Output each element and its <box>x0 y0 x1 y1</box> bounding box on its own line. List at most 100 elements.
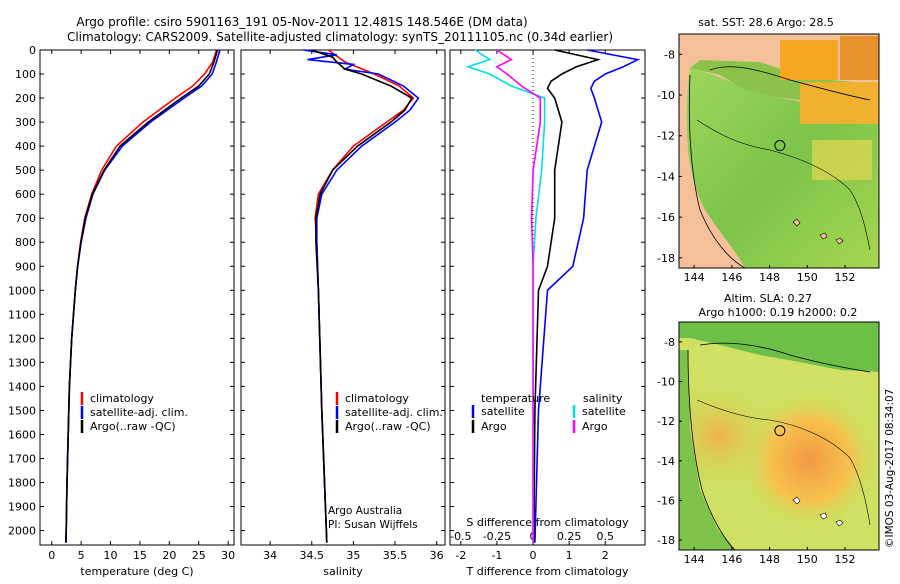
x-tick-label: 30 <box>221 549 235 562</box>
secondary-x-tick-label: -0.5 <box>450 530 471 543</box>
x-axis-label: salinity <box>323 565 363 578</box>
sst-reefs <box>792 218 844 245</box>
credit-pi: PI: Susan Wijffels <box>328 519 418 531</box>
temperature-plot: 0100200300400500600700800900100011001200… <box>8 44 235 578</box>
sst-map: sat. SST: 28.6 Argo: 28.5 144 146 148 150 15… <box>657 16 880 284</box>
x-axis-label: temperature (deg C) <box>80 565 193 578</box>
map-lat-tick-label: -12 <box>657 130 675 143</box>
map-lon-tick-label: 144 <box>684 271 705 284</box>
sst-contour <box>696 119 871 251</box>
sla-map-ticks: 144 146 148 150 152 -8 -10 -12 -14 -16 -18 <box>657 336 856 566</box>
map-lat-tick-label: -16 <box>657 211 675 224</box>
sla-argo-marker <box>774 425 786 437</box>
secondary-x-tick-label: -0.25 <box>483 530 511 543</box>
secondary-x-tick-label: 0.5 <box>597 530 615 543</box>
legend-temp-satellite-label: satellite <box>481 405 525 418</box>
legend-satellite-label: satellite-adj. clim. <box>90 406 188 419</box>
x-tick-label: -1 <box>491 549 502 562</box>
difference-legend: temperature salinity satellite Argo sate… <box>471 392 626 433</box>
sla-west-ocean <box>679 350 735 550</box>
map-lat-tick-label: -16 <box>657 494 675 507</box>
sla-north-ocean <box>679 322 879 372</box>
salinity-plot: 34 34.5 35 35.5 36 salinity <box>240 49 446 578</box>
legend-argo-label: Argo(..raw -QC) <box>90 420 176 433</box>
y-tick-label: 700 <box>15 212 36 225</box>
sst-warm-patch <box>780 40 838 80</box>
y-tick-label: 600 <box>15 188 36 201</box>
map-lon-tick-label: 146 <box>721 553 742 566</box>
sla-map-title-2: Argo h1000: 0.19 h2000: 0.2 <box>699 306 858 319</box>
x-tick-label: 0 <box>530 549 537 562</box>
y-tick-label: 200 <box>15 92 36 105</box>
sst-map-ticks: 144 146 148 150 152 -8 -10 -12 -14 -16 -18 <box>657 48 856 284</box>
x-tick-label: 36 <box>430 549 444 562</box>
plot-frame <box>39 49 235 546</box>
y-tick-label: 100 <box>15 68 36 81</box>
legend-temp-argo-label: Argo <box>481 420 507 433</box>
map-lat-tick-label: -18 <box>657 534 675 547</box>
x-tick-label: 5 <box>78 549 85 562</box>
imos-credit: ©IMOS 03-Aug-2017 08:34:07 <box>884 389 896 548</box>
x-tick-label: 20 <box>162 549 176 562</box>
header-line-2: Climatology: CARS2009. Satellite-adjuste… <box>67 30 613 44</box>
y-tick-label: 1800 <box>8 477 36 490</box>
map-lon-tick-label: 150 <box>797 553 818 566</box>
sla-map-title-1: Altim. SLA: 0.27 <box>724 292 812 305</box>
header-line-1: Argo profile: csiro 5901163_191 05-Nov-2… <box>76 15 527 29</box>
y-tick-label: 1900 <box>8 501 36 514</box>
temperature-legend: climatology satellite-adj. clim. Argo(..… <box>80 392 188 433</box>
sst-warm-patch-3 <box>800 82 879 124</box>
y-tick-label: 1300 <box>8 356 36 369</box>
legend-climatology-label: climatology <box>90 392 154 405</box>
sla-warm-field-2 <box>679 360 879 550</box>
legend-sal-argo-label: Argo <box>582 420 608 433</box>
map-lat-tick-label: -18 <box>657 252 675 265</box>
x-tick-label: 35 <box>346 549 360 562</box>
y-tick-label: 1200 <box>8 332 36 345</box>
y-tick-label: 1600 <box>8 428 36 441</box>
sla-map: Altim. SLA: 0.27 Argo h1000: 0.19 h2000:… <box>657 292 880 566</box>
map-lat-tick-label: -8 <box>664 48 675 61</box>
x-tick-label: 34 <box>263 549 277 562</box>
x-tick-label: 2 <box>602 549 609 562</box>
y-tick-label: 300 <box>15 116 36 129</box>
map-lon-tick-label: 146 <box>721 271 742 284</box>
sst-coastline-png <box>709 66 871 101</box>
x-tick-label: 0 <box>48 549 55 562</box>
y-tick-label: 900 <box>15 260 36 273</box>
legend-climatology-label: climatology <box>345 392 409 405</box>
series-line-argo-raw-qc <box>65 49 219 543</box>
y-tick-label: 400 <box>15 140 36 153</box>
sst-argo-marker <box>774 140 786 152</box>
plot-frame <box>240 49 446 546</box>
x-tick-label: 10 <box>104 549 118 562</box>
secondary-x-axis-label: S difference from climatology <box>466 516 629 529</box>
map-lon-tick-label: 144 <box>684 553 705 566</box>
series-line-temperature-argo <box>533 49 602 543</box>
legend-salinity-heading: salinity <box>583 392 623 405</box>
x-tick-label: 15 <box>133 549 147 562</box>
map-lat-tick-label: -14 <box>657 455 675 468</box>
x-axis-label: T difference from climatology <box>466 565 629 578</box>
sla-coastline-qld <box>687 349 736 551</box>
map-lat-tick-label: -14 <box>657 170 675 183</box>
difference-plot: -2 -1 0 1 2 T difference from climatology -0.5… <box>449 49 646 578</box>
credit-argo-australia: Argo Australia <box>328 505 402 517</box>
legend-satellite-label: satellite-adj. clim. <box>345 406 443 419</box>
sst-map-title: sat. SST: 28.6 Argo: 28.5 <box>698 16 834 29</box>
series-line-argo-raw-qc <box>311 49 413 543</box>
x-tick-label: 35.5 <box>383 549 408 562</box>
x-tick-label: 25 <box>192 549 206 562</box>
legend-sal-satellite-label: satellite <box>582 405 626 418</box>
salinity-legend: climatology satellite-adj. clim. Argo(..… <box>328 392 443 531</box>
legend-argo-label: Argo(..raw -QC) <box>345 420 431 433</box>
sst-warm-patch-2 <box>840 36 879 80</box>
y-tick-label: 800 <box>15 236 36 249</box>
map-lon-tick-label: 152 <box>835 271 856 284</box>
map-lat-tick-label: -8 <box>664 336 675 349</box>
y-tick-label: 2000 <box>8 525 36 538</box>
sla-coastline-png <box>699 342 871 373</box>
x-tick-label: 1 <box>566 549 573 562</box>
